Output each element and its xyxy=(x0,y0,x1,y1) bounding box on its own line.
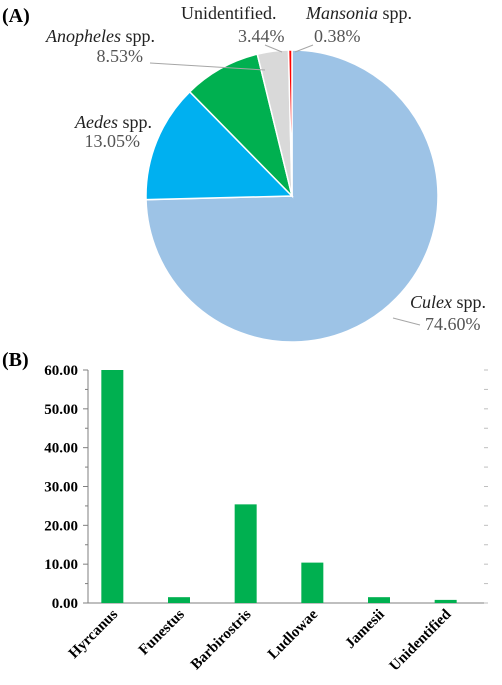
pie-percent-anopheles: 8.53% xyxy=(97,46,144,66)
x-tick-label-hyrcanus: Hyrcanus xyxy=(66,606,121,661)
x-tick-label-unidentified: Unidentified xyxy=(387,606,455,674)
panel-a-label: (A) xyxy=(2,5,30,27)
pie-percent-culex: 74.60% xyxy=(425,314,481,334)
y-tick-label: 60.00 xyxy=(44,363,78,379)
name-suffix: spp. xyxy=(121,26,155,46)
pie-name-culex: Culex spp. xyxy=(410,292,486,312)
pie-slice-aedes xyxy=(145,90,294,201)
genus-name: Mansonia xyxy=(305,3,378,23)
bar-hyrcanus xyxy=(101,370,124,603)
pie-slice-mansonia xyxy=(287,49,293,197)
leader-line-anopheles xyxy=(149,62,266,71)
x-tick-label-ludlowae: Ludlowae xyxy=(265,606,321,662)
x-tick-label-jamesii: Jamesii xyxy=(342,607,387,652)
pie-labels: Culex spp.74.60%Aedes spp.13.05%Anophele… xyxy=(45,3,486,334)
pie-chart-panel: (A) Culex spp.74.60%Aedes spp.13.05%Anop… xyxy=(2,3,486,343)
name-suffix: spp. xyxy=(118,112,152,132)
panel-b-label: (B) xyxy=(2,349,29,371)
leader-line-culex xyxy=(392,317,421,326)
bar-chart-panel: (B) 0.00 10.00 20.00 30.00 40.00 50.00 60.00 Hy… xyxy=(2,349,488,674)
y-tick-label: 30.00 xyxy=(44,480,78,496)
bar-jamesii xyxy=(368,597,390,603)
name-suffix: spp. xyxy=(452,292,486,312)
bar-funestus xyxy=(168,597,190,603)
genus-name: Aedes xyxy=(74,112,118,132)
pie-slices xyxy=(145,49,439,343)
bars xyxy=(101,370,457,603)
name-suffix: spp. xyxy=(378,3,412,23)
y-tick-label: 20.00 xyxy=(44,518,78,534)
pie-name-anopheles: Anopheles spp. xyxy=(45,26,155,46)
leader-line-mansonia xyxy=(294,44,314,53)
pie-name-mansonia: Mansonia spp. xyxy=(305,3,412,23)
y-tick-label: 10.00 xyxy=(44,557,78,573)
x-tick-label-barbirostris: Barbirostris xyxy=(188,606,255,673)
pie-percent-aedes: 13.05% xyxy=(85,131,141,151)
bar-axes xyxy=(83,369,488,604)
bar-barbirostris xyxy=(234,504,257,603)
bar-ludlowae xyxy=(301,562,324,603)
y-tick-label: 40.00 xyxy=(44,441,78,457)
genus-name: Culex xyxy=(410,292,452,312)
bar-unidentified xyxy=(434,599,457,603)
name-suffix: Unidentified. xyxy=(181,3,276,23)
leader-line-unidentified xyxy=(264,44,283,53)
pie-name-aedes: Aedes spp. xyxy=(74,112,152,132)
y-tick-label: 0.00 xyxy=(52,596,78,612)
y-tick-label: 50.00 xyxy=(44,402,78,418)
x-tick-label-funestus: Funestus xyxy=(136,606,188,658)
pie-name-unidentified: Unidentified. xyxy=(181,3,276,23)
genus-name: Anopheles xyxy=(45,26,121,46)
pie-percent-unidentified: 3.44% xyxy=(238,26,285,46)
pie-percent-mansonia: 0.38% xyxy=(314,26,361,46)
